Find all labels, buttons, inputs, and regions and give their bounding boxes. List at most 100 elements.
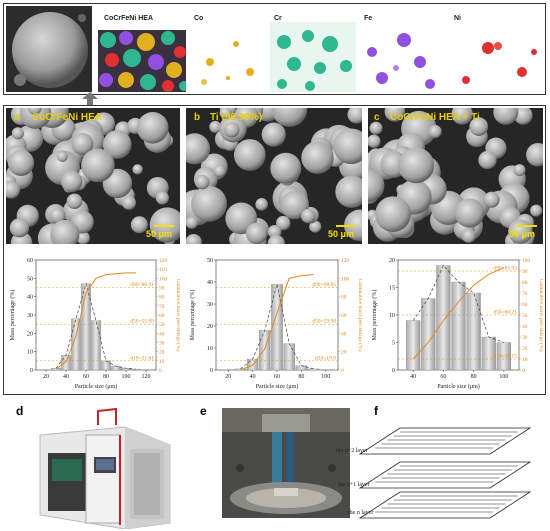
distribution-envelope — [240, 284, 314, 370]
y-tick-label: 60 — [27, 258, 33, 264]
sem-particle — [469, 117, 489, 136]
histogram-bar — [131, 368, 141, 371]
y-tick-label: 0 — [392, 368, 395, 374]
x-tick-label: 60 — [440, 374, 446, 380]
y2-tick-label: 20 — [159, 350, 165, 356]
y2-tick-label: 100 — [522, 258, 531, 264]
sem-particle — [27, 108, 42, 115]
sem-particle — [219, 108, 232, 120]
sem-particle — [186, 233, 202, 244]
fe-map-label: Fe — [364, 15, 373, 22]
cr-eds-map: Cr — [270, 6, 356, 92]
scale-bar-b — [336, 225, 356, 227]
y2-tick-label: 0 — [159, 368, 162, 374]
panel-letter-e: e — [200, 404, 207, 418]
sem-particle — [136, 112, 169, 144]
sem-particle — [155, 191, 169, 205]
sem-particle — [195, 174, 210, 190]
sem-particle — [309, 220, 322, 233]
composite-eds-label: CoCrFeNi HEA — [104, 15, 154, 22]
x-tick-label: 100 — [321, 374, 330, 380]
x-tick-label: 80 — [103, 374, 109, 380]
y2-tick-label: 40 — [159, 331, 165, 337]
y-tick-label: 30 — [207, 302, 213, 308]
y2-axis-label: Cumulative mass percentage (%) — [357, 279, 362, 352]
scale-bar-c — [517, 225, 537, 227]
histogram-bar — [111, 366, 121, 371]
y2-tick-label: 20 — [522, 346, 528, 352]
sem-particle — [530, 204, 543, 217]
x-tick-label: 40 — [63, 374, 69, 380]
sem-particle — [261, 122, 286, 147]
scan-layer-plate — [358, 427, 532, 455]
sem-particle — [19, 108, 52, 129]
y-tick-label: 10 — [27, 350, 33, 356]
chart-a: d90=86.91 d50=55.09 d10=21.61 0 10 20 30 40 50 60… — [9, 258, 180, 390]
y2-tick-label: 80 — [522, 280, 528, 286]
scan-layer-plate — [358, 491, 532, 519]
histogram-bar — [91, 320, 101, 371]
single-particle-sem-image — [6, 6, 92, 92]
y-axis-label: Mass percentage (%) — [189, 290, 196, 341]
sem-particle — [233, 139, 266, 171]
sem-particle — [478, 150, 497, 170]
layer-label-n1: the n+1 layer — [338, 482, 370, 488]
sem-particle — [368, 134, 381, 148]
percentile-label: d50=59.98 — [312, 319, 336, 325]
sem-particle — [56, 151, 68, 162]
y2-tick-label: 70 — [159, 304, 165, 310]
y-tick-label: 40 — [207, 280, 213, 286]
sem-particle — [398, 147, 435, 184]
panel-letter-f: f — [374, 404, 378, 418]
sem-particle — [71, 133, 94, 155]
x-tick-label: 40 — [410, 374, 416, 380]
percentile-label: d50=60.21 — [493, 310, 517, 316]
sem-particle — [526, 143, 543, 167]
y2-tick-label: 120 — [341, 258, 350, 264]
y2-tick-label: 60 — [341, 313, 347, 319]
y2-tick-label: 80 — [341, 295, 347, 301]
histogram-bar — [71, 318, 81, 371]
cumulative-curve — [55, 272, 136, 370]
panel-letter-d: d — [16, 404, 24, 418]
sem-particle — [368, 169, 385, 202]
sem-particle — [454, 198, 485, 228]
y-tick-label: 10 — [389, 313, 395, 319]
y2-axis-label: Cumulative mass percentage (%) — [175, 279, 180, 352]
sem-particle — [483, 191, 500, 208]
sem-particle — [276, 215, 291, 231]
sem-particle — [50, 219, 80, 244]
sem-particle — [428, 125, 442, 139]
histogram-bar — [283, 343, 295, 371]
y2-tick-label: 60 — [522, 302, 528, 308]
scan-strategy-diagram: the n+2 layer the n+1 layer the n layer — [336, 427, 532, 519]
y2-tick-label: 60 — [159, 313, 165, 319]
x-tick-label: 80 — [471, 374, 477, 380]
x-tick-label: 20 — [225, 374, 231, 380]
y2-tick-label: 90 — [522, 269, 528, 275]
histogram-bar — [436, 265, 451, 371]
y2-tick-label: 50 — [159, 322, 165, 328]
histogram-bar — [451, 281, 466, 371]
sem-particle — [102, 130, 132, 159]
sem-particle — [301, 141, 334, 174]
up-arrow-icon — [82, 92, 98, 106]
sem-image-b: b Ti (99.99%) 50 μm — [186, 108, 362, 244]
cumulative-curve — [240, 274, 314, 371]
sem-particle — [186, 216, 199, 229]
percentile-label: d90=83.03 — [493, 266, 517, 272]
panel-letter-c: c — [374, 112, 380, 123]
sem-particle — [66, 193, 83, 210]
histogram-bar — [61, 355, 71, 371]
percentile-label: d10=18.8 — [315, 355, 336, 361]
cr-map-label: Cr — [274, 15, 282, 22]
x-axis-label: Particle size (μm) — [75, 383, 118, 390]
histogram-bar — [307, 368, 320, 371]
sem-particle — [461, 229, 476, 243]
sem-particle — [7, 149, 35, 176]
sem-particle — [6, 180, 21, 199]
y-tick-label: 50 — [27, 276, 33, 282]
panel-letter-b: b — [194, 112, 201, 123]
sem-particle — [9, 218, 30, 238]
y-tick-label: 20 — [207, 324, 213, 330]
